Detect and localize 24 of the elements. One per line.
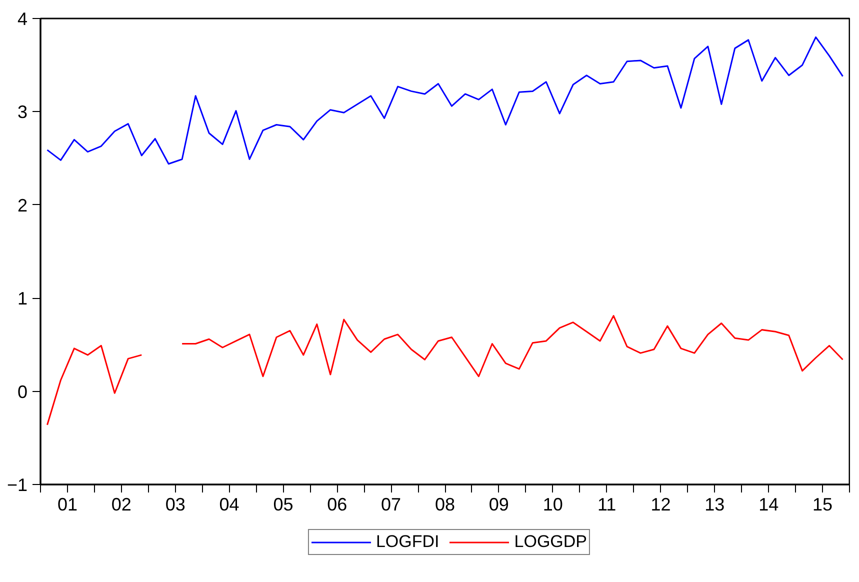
legend-label: LOGGDP	[514, 532, 588, 552]
x-tick-label: 14	[758, 494, 779, 514]
legend-label: LOGFDI	[376, 532, 440, 552]
x-tick-label: 01	[57, 494, 78, 514]
x-tick-label: 03	[165, 494, 186, 514]
x-tick-label: 08	[434, 494, 456, 514]
y-tick-label: 4	[17, 9, 28, 29]
x-tick-label: 04	[219, 494, 240, 514]
y-tick-label: 1	[17, 288, 28, 309]
x-tick-label: 05	[273, 494, 294, 514]
y-tick-label: −1	[6, 475, 28, 495]
x-tick-label: 09	[488, 494, 509, 514]
x-tick-label: 11	[597, 494, 616, 514]
line-series	[46, 36, 844, 165]
y-tick-label: 0	[17, 382, 28, 402]
x-tick-label: 12	[650, 494, 671, 514]
x-tick-label: 07	[381, 494, 402, 514]
x-tick-label: 13	[704, 494, 725, 514]
x-tick-label: 06	[327, 494, 348, 514]
x-tick-label: 15	[812, 494, 833, 514]
y-tick-label: 3	[17, 102, 28, 122]
x-tick-label: 02	[111, 494, 132, 514]
x-tick-label: 10	[542, 494, 563, 514]
y-tick-label: 2	[17, 195, 28, 216]
